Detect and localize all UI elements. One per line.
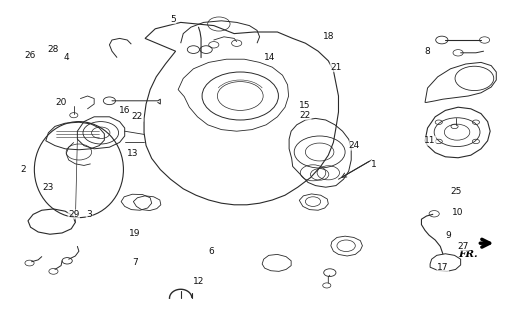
Text: 4: 4 <box>63 53 69 62</box>
Text: 25: 25 <box>450 188 461 196</box>
Text: 17: 17 <box>437 263 448 272</box>
Text: 23: 23 <box>43 183 54 192</box>
Text: 13: 13 <box>127 149 138 158</box>
Text: 9: 9 <box>445 231 451 240</box>
Text: 1: 1 <box>371 160 377 169</box>
Text: 22: 22 <box>300 111 311 120</box>
Text: 12: 12 <box>193 277 204 286</box>
Text: 20: 20 <box>55 98 67 107</box>
Text: 27: 27 <box>458 242 469 251</box>
Text: 7: 7 <box>132 258 138 267</box>
Text: 26: 26 <box>25 52 36 60</box>
Text: 10: 10 <box>453 208 464 217</box>
Text: 28: 28 <box>48 45 59 54</box>
Text: 5: 5 <box>170 15 176 24</box>
Text: 29: 29 <box>68 210 79 219</box>
Text: FR.: FR. <box>459 250 478 259</box>
Text: 21: 21 <box>330 63 342 72</box>
Text: 11: 11 <box>425 136 436 145</box>
Text: 16: 16 <box>119 106 130 115</box>
Text: 3: 3 <box>86 210 92 219</box>
Text: 14: 14 <box>264 53 275 62</box>
Text: 2: 2 <box>20 165 26 174</box>
Text: 22: 22 <box>132 112 143 121</box>
Text: 15: 15 <box>299 101 310 110</box>
Text: 18: 18 <box>323 32 334 41</box>
Text: 24: 24 <box>348 141 359 150</box>
Text: 8: 8 <box>425 47 431 56</box>
Text: 19: 19 <box>129 229 140 238</box>
Text: 6: 6 <box>208 247 214 256</box>
